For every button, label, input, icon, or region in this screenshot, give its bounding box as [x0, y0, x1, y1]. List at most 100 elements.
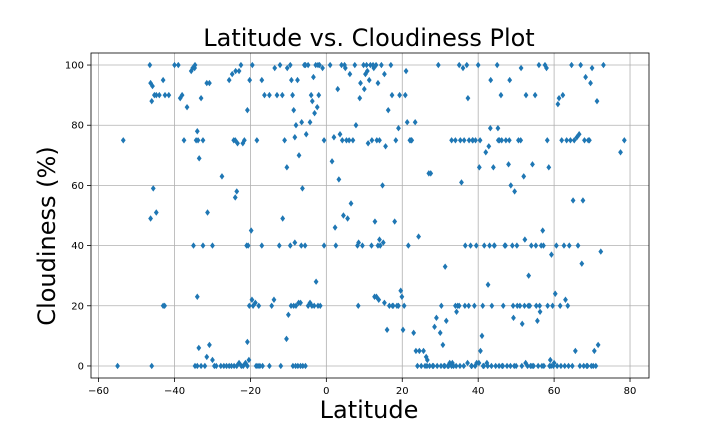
- data-point: [545, 302, 551, 309]
- data-point: [236, 67, 242, 75]
- data-point: [556, 94, 562, 102]
- data-point: [309, 97, 315, 105]
- data-point: [276, 242, 282, 249]
- data-point: [321, 137, 327, 144]
- data-point: [487, 242, 492, 249]
- data-point: [566, 242, 572, 249]
- data-point: [442, 362, 448, 370]
- data-point: [172, 61, 177, 69]
- data-point: [569, 61, 574, 69]
- data-point: [476, 359, 482, 367]
- data-point: [346, 137, 352, 144]
- data-point: [514, 242, 520, 249]
- data-point: [473, 242, 479, 249]
- data-point: [150, 185, 156, 192]
- data-point: [312, 109, 317, 117]
- data-point: [303, 362, 308, 370]
- x-axis-label: Latitude: [320, 396, 419, 424]
- data-point: [179, 91, 185, 99]
- data-point: [259, 242, 265, 249]
- data-point: [194, 293, 200, 300]
- data-point: [278, 362, 284, 370]
- data-point: [449, 359, 455, 367]
- data-point: [374, 293, 379, 300]
- data-point: [313, 278, 319, 285]
- data-point: [307, 119, 313, 126]
- data-point: [428, 170, 434, 177]
- data-point: [290, 362, 296, 370]
- data-point: [260, 362, 265, 370]
- data-point: [166, 91, 172, 99]
- data-point: [402, 91, 408, 99]
- y-tick-label: 20: [71, 301, 84, 312]
- data-point: [438, 302, 444, 309]
- data-point: [399, 293, 405, 300]
- data-point: [440, 341, 446, 349]
- data-point: [210, 356, 215, 364]
- data-point: [544, 64, 549, 72]
- data-point: [259, 76, 265, 84]
- data-point: [511, 314, 516, 322]
- data-point: [514, 302, 520, 309]
- data-point: [442, 263, 448, 270]
- data-point: [241, 137, 247, 144]
- x-axis: −60 −40 −20 0 20 40 60 80: [88, 378, 636, 397]
- data-point: [486, 143, 492, 150]
- data-point: [160, 76, 166, 84]
- data-point: [587, 137, 592, 144]
- data-point: [370, 61, 376, 69]
- data-point: [295, 362, 301, 370]
- data-point: [565, 302, 571, 309]
- data-point: [314, 103, 320, 111]
- data-point: [589, 64, 595, 72]
- data-point: [598, 248, 604, 255]
- y-tick-label: 40: [71, 241, 84, 252]
- data-point: [526, 272, 532, 279]
- data-point: [477, 137, 483, 144]
- data-point: [295, 76, 300, 84]
- data-point: [282, 137, 287, 144]
- data-point: [528, 242, 534, 249]
- data-point: [456, 302, 462, 309]
- data-point: [415, 362, 420, 370]
- data-point: [392, 218, 398, 225]
- data-point: [375, 242, 381, 249]
- data-point: [153, 91, 159, 99]
- data-point: [478, 347, 483, 355]
- data-point: [400, 326, 406, 334]
- data-point: [317, 61, 322, 69]
- data-point: [481, 362, 487, 370]
- data-point: [272, 64, 278, 72]
- data-point: [271, 296, 277, 303]
- data-point: [292, 239, 298, 246]
- data-point: [248, 227, 254, 234]
- data-point: [156, 91, 162, 99]
- data-point: [462, 242, 468, 249]
- data-point: [495, 125, 501, 132]
- chart-title: Latitude vs. Cloudiness Plot: [203, 24, 534, 52]
- data-point: [557, 302, 563, 309]
- data-point: [244, 106, 250, 114]
- data-point: [562, 362, 568, 370]
- data-point: [568, 137, 573, 144]
- plot-frame: [90, 52, 650, 379]
- data-point: [401, 302, 407, 309]
- data-point: [285, 311, 291, 319]
- data-point: [566, 362, 571, 370]
- data-point: [311, 302, 317, 309]
- data-point: [537, 308, 543, 315]
- data-point: [509, 242, 515, 249]
- data-point: [279, 91, 285, 99]
- data-point: [181, 137, 187, 144]
- data-point: [576, 131, 582, 138]
- data-point: [393, 137, 399, 144]
- grid-layer: [91, 53, 649, 378]
- data-point: [560, 91, 566, 99]
- data-point: [385, 106, 391, 114]
- data-point: [539, 362, 545, 370]
- data-point: [305, 302, 311, 309]
- data-point: [316, 91, 322, 99]
- x-tick-label: 0: [323, 386, 329, 397]
- data-point: [382, 299, 387, 306]
